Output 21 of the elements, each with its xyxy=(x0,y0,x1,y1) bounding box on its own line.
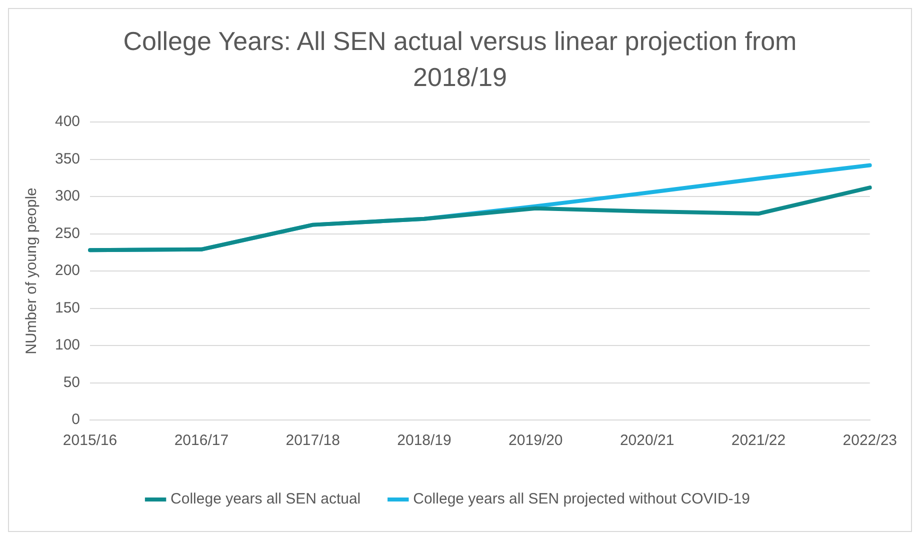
legend-label: College years all SEN actual xyxy=(170,490,361,508)
y-tick-label: 50 xyxy=(63,374,80,391)
y-tick-label: 400 xyxy=(54,113,80,130)
legend-label: College years all SEN projected without COVID-19 xyxy=(413,490,750,508)
chart-title: College Years: All SEN actual versus linear projection from 2018/19 xyxy=(122,25,798,94)
x-tick-label: 2019/20 xyxy=(508,432,563,450)
x-tick-label: 2021/22 xyxy=(731,432,786,450)
x-tick-label: 2022/23 xyxy=(842,432,898,450)
x-tick-label: 2020/21 xyxy=(620,432,674,450)
y-tick-label: 350 xyxy=(54,150,80,168)
y-tick-label: 250 xyxy=(54,224,80,242)
y-tick-label: 0 xyxy=(72,411,80,428)
x-tick-label: 2015/16 xyxy=(62,432,118,450)
x-tick-label: 2016/17 xyxy=(174,432,229,450)
y-tick-label: 300 xyxy=(54,188,80,205)
y-tick-label: 150 xyxy=(54,299,80,316)
y-axis-title: NUmber of young people xyxy=(23,188,40,354)
x-tick-label: 2018/19 xyxy=(397,432,452,450)
x-tick-label: 2017/18 xyxy=(286,432,340,450)
y-tick-label: 200 xyxy=(54,262,80,280)
y-tick-label: 100 xyxy=(54,336,80,354)
